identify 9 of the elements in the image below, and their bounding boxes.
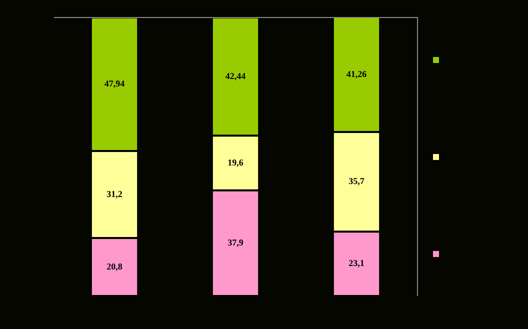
data-label: 35,7 — [348, 176, 365, 186]
data-label: 37,9 — [228, 237, 244, 248]
data-label: 42,44 — [225, 70, 246, 81]
data-label: 47,94 — [104, 78, 126, 88]
data-label: 41,26 — [346, 68, 368, 79]
data-label: 31,2 — [106, 188, 123, 199]
data-label: 20,8 — [106, 261, 123, 272]
data-label: 19,6 — [228, 157, 244, 168]
data-label: 23,1 — [348, 258, 365, 268]
